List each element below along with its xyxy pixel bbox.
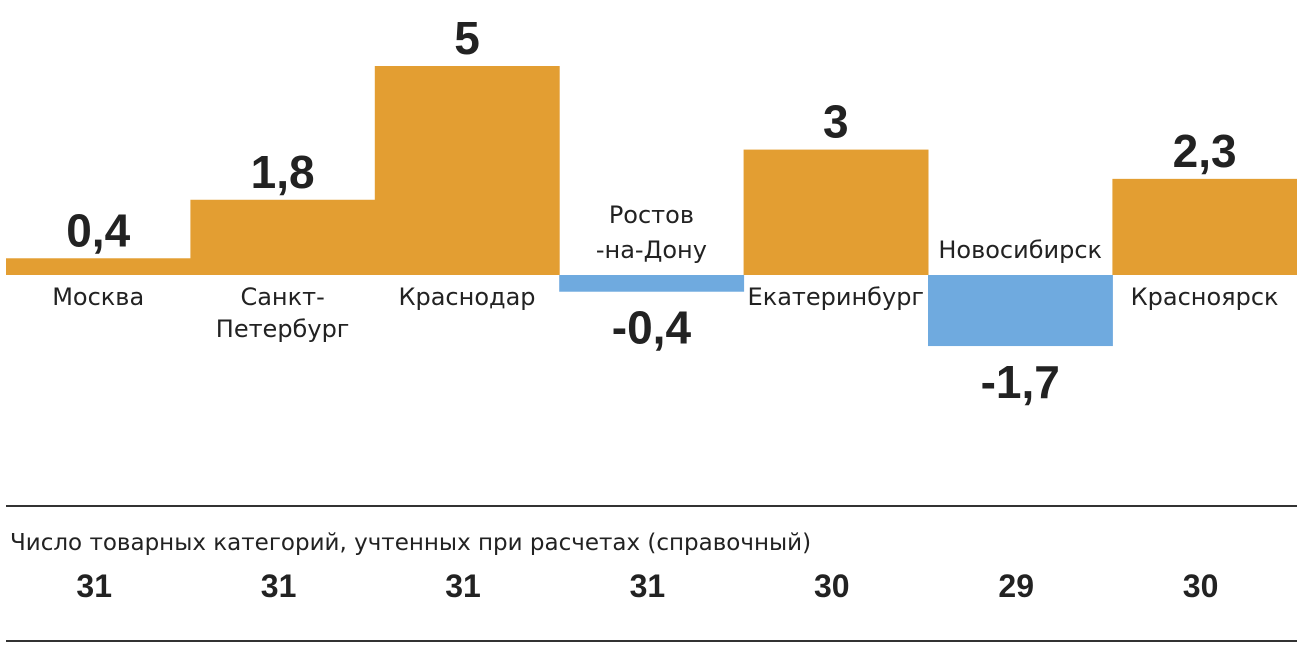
reference-label: Число товарных категорий, учтенных при р… bbox=[10, 530, 812, 556]
category-count: 30 bbox=[814, 568, 850, 604]
value-label: -0,4 bbox=[612, 302, 692, 354]
category-label: Петербург bbox=[216, 315, 350, 343]
bar bbox=[928, 275, 1113, 347]
divider-bottom bbox=[6, 640, 1297, 642]
category-count: 31 bbox=[445, 568, 481, 604]
value-label: 0,4 bbox=[66, 204, 130, 256]
category-label: -на-Дону bbox=[596, 236, 707, 264]
category-label: Красноярск bbox=[1131, 283, 1279, 311]
bar bbox=[6, 258, 191, 275]
category-count: 31 bbox=[76, 568, 112, 604]
category-label: Екатеринбург bbox=[748, 283, 924, 311]
value-label: 3 bbox=[823, 96, 849, 148]
category-label: Москва bbox=[52, 283, 144, 311]
category-label: Санкт- bbox=[240, 283, 324, 311]
bar bbox=[374, 66, 560, 275]
divider-top bbox=[6, 505, 1297, 507]
bar bbox=[1112, 178, 1297, 275]
category-label: Ростов bbox=[609, 201, 694, 229]
value-label: 1,8 bbox=[251, 146, 315, 198]
value-label: -1,7 bbox=[981, 356, 1060, 408]
category-label: Новосибирск bbox=[938, 236, 1102, 264]
category-count: 30 bbox=[1182, 568, 1219, 604]
value-label: 2,3 bbox=[1173, 125, 1237, 177]
category-count: 31 bbox=[629, 568, 666, 604]
category-count: 31 bbox=[260, 568, 297, 604]
bar bbox=[559, 275, 745, 292]
value-label: 5 bbox=[454, 12, 480, 64]
bar bbox=[743, 149, 929, 275]
category-count: 29 bbox=[998, 568, 1034, 604]
category-label: Краснодар bbox=[398, 283, 535, 311]
bar-chart: 0,4 Москва 1,8 Санкт- Петербург 5 Краснодар -0,… bbox=[6, 12, 1297, 408]
bar bbox=[190, 199, 376, 275]
